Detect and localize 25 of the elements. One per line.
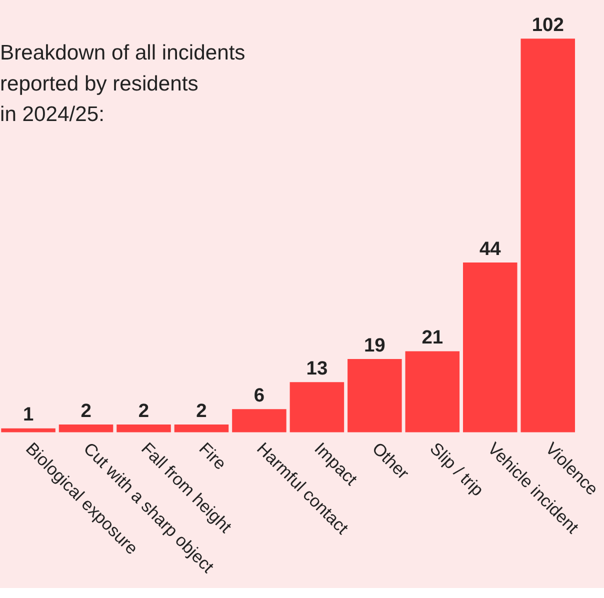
text: Breakdown of all incidents: [0, 42, 246, 65]
data-label: 13: [306, 358, 328, 380]
data-label: 102: [532, 14, 564, 36]
data-label: 2: [80, 400, 92, 422]
data-label: 21: [422, 328, 444, 349]
text: in 2024/25:: [0, 103, 104, 126]
data-label: 1: [22, 404, 34, 426]
bar: [174, 424, 229, 432]
bar: [520, 38, 575, 432]
bar: [58, 424, 114, 432]
x-tick-label: Fire: [195, 438, 230, 474]
bar: [1, 428, 56, 432]
bar: [290, 382, 344, 432]
data-label: 2: [196, 400, 207, 422]
data-label: 6: [254, 385, 265, 406]
data-label: 19: [364, 335, 386, 356]
bar: [116, 424, 171, 432]
bar: [232, 409, 286, 432]
bar: [348, 358, 402, 432]
data-label: 44: [479, 238, 502, 260]
x-tick-label: Slip / trip: [426, 438, 488, 500]
bar: [463, 262, 518, 432]
text: reported by residents: [0, 72, 198, 96]
data-label: 2: [138, 400, 150, 422]
bar: [405, 351, 460, 432]
